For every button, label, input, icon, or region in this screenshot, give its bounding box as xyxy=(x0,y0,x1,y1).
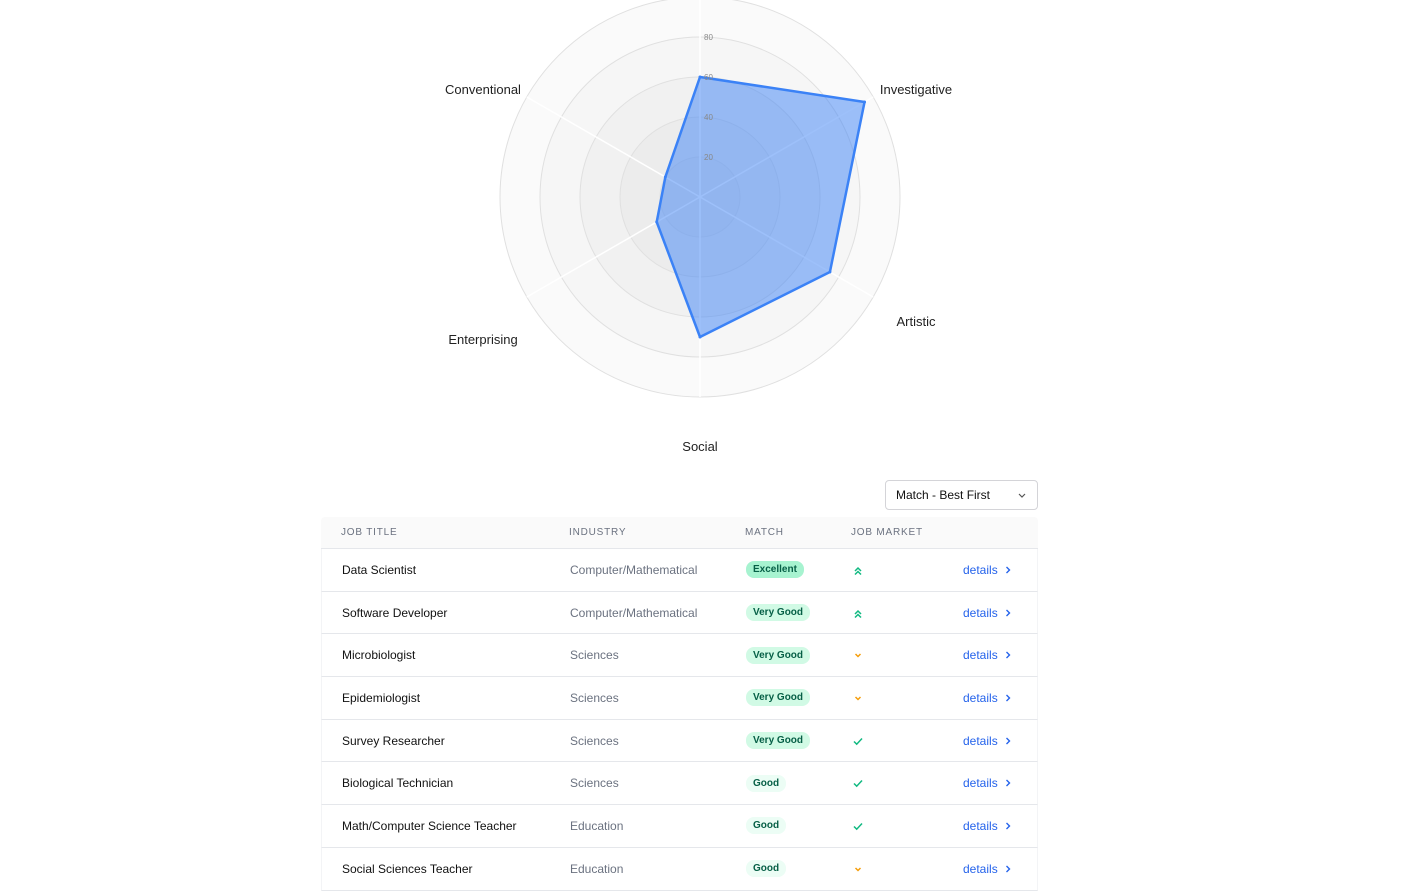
job-market-indicator xyxy=(852,692,864,704)
match-badge: Excellent xyxy=(746,561,804,579)
details-label: details xyxy=(963,818,998,833)
chevron-right-icon xyxy=(1005,694,1011,702)
job-market-indicator xyxy=(852,777,864,789)
tick-label: 20 xyxy=(704,153,713,162)
details-link[interactable]: details xyxy=(963,648,1012,662)
details-label: details xyxy=(963,562,998,577)
industry: Sciences xyxy=(570,690,619,705)
details-link[interactable]: details xyxy=(963,606,1012,620)
job-title: Social Sciences Teacher xyxy=(342,861,473,876)
header-job-market: JOB MARKET xyxy=(851,527,923,538)
industry: Education xyxy=(570,818,624,833)
sort-select[interactable]: Match - Best First xyxy=(885,480,1038,510)
data-point xyxy=(655,220,659,224)
chevron-right-icon xyxy=(1005,566,1011,574)
radar-chart: 20 40 60 80 Investigative Artistic Social Enter… xyxy=(445,0,952,454)
match-badge: Very Good xyxy=(746,646,811,664)
table-header: JOB TITLE INDUSTRY MATCH JOB MARKET xyxy=(321,517,1038,549)
details-link[interactable]: details xyxy=(963,563,1012,577)
industry: Sciences xyxy=(570,733,619,748)
table-row: Epidemiologist Sciences Very Good detail… xyxy=(321,677,1038,720)
chevron-right-icon xyxy=(1005,651,1011,659)
job-market-indicator xyxy=(852,564,864,576)
industry: Computer/Mathematical xyxy=(570,605,698,620)
table-row: Software Developer Computer/Mathematical… xyxy=(321,591,1038,635)
chevron-right-icon xyxy=(1005,737,1011,745)
header-job-title: JOB TITLE xyxy=(341,527,398,538)
axis-label: Conventional xyxy=(445,82,521,97)
header-match: MATCH xyxy=(745,527,784,538)
industry: Sciences xyxy=(570,776,619,791)
match-badge: Good xyxy=(746,774,787,792)
industry: Education xyxy=(570,861,624,876)
sort-label: Match - Best First xyxy=(896,488,991,502)
details-link[interactable]: details xyxy=(963,862,1012,876)
axis-label: Enterprising xyxy=(448,332,517,347)
details-link[interactable]: details xyxy=(963,691,1012,705)
chevron-down-icon xyxy=(854,696,862,701)
jobs-table: JOB TITLE INDUSTRY MATCH JOB MARKET Data… xyxy=(321,517,1038,891)
axis-label: Artistic xyxy=(897,314,937,329)
chevron-down-icon xyxy=(854,867,862,872)
industry: Computer/Mathematical xyxy=(570,562,698,577)
chevron-right-icon xyxy=(1005,779,1011,787)
chevron-right-icon xyxy=(1005,822,1011,830)
tick-label: 60 xyxy=(704,73,713,82)
chevron-right-icon xyxy=(1005,609,1011,617)
data-point xyxy=(863,100,867,104)
details-label: details xyxy=(963,776,998,791)
axis-label: Social xyxy=(682,439,718,454)
job-title: Survey Researcher xyxy=(342,733,445,748)
details-label: details xyxy=(963,690,998,705)
chevron-down-icon xyxy=(1018,493,1026,498)
details-label: details xyxy=(963,648,998,663)
job-market-indicator xyxy=(852,735,864,747)
table-row: Biological Technician Sciences Good deta… xyxy=(321,762,1038,806)
details-label: details xyxy=(963,605,998,620)
details-label: details xyxy=(963,733,998,748)
job-title: Math/Computer Science Teacher xyxy=(342,818,517,833)
job-title: Biological Technician xyxy=(342,776,454,791)
match-badge: Very Good xyxy=(746,604,811,622)
match-badge: Good xyxy=(746,860,787,878)
table-row: Survey Researcher Sciences Very Good det… xyxy=(321,719,1038,763)
chevron-right-icon xyxy=(1005,865,1011,873)
job-title: Epidemiologist xyxy=(342,690,421,705)
data-point xyxy=(698,75,702,79)
match-badge: Very Good xyxy=(746,732,811,750)
table-row: Microbiologist Sciences Very Good detail… xyxy=(321,634,1038,678)
table-row: Social Sciences Teacher Education Good d… xyxy=(321,847,1038,891)
chevron-down-icon xyxy=(854,653,862,658)
job-market-indicator xyxy=(852,607,864,619)
check-icon xyxy=(853,780,863,788)
table-row: Data Scientist Computer/Mathematical Exc… xyxy=(321,549,1038,592)
match-badge: Good xyxy=(746,817,787,835)
job-title: Microbiologist xyxy=(342,648,416,663)
job-market-indicator xyxy=(852,649,864,661)
check-icon xyxy=(853,737,863,745)
double-chevron-up-icon xyxy=(854,566,862,575)
job-market-indicator xyxy=(852,820,864,832)
check-icon xyxy=(853,822,863,831)
details-link[interactable]: details xyxy=(963,819,1012,833)
details-label: details xyxy=(963,861,998,876)
job-market-indicator xyxy=(852,863,864,875)
details-link[interactable]: details xyxy=(963,734,1012,748)
data-point xyxy=(698,335,702,339)
table-row: Math/Computer Science Teacher Education … xyxy=(321,805,1038,848)
header-industry: INDUSTRY xyxy=(569,527,627,538)
data-point xyxy=(663,175,667,179)
industry: Sciences xyxy=(570,648,619,663)
job-title: Data Scientist xyxy=(342,562,417,577)
double-chevron-up-icon xyxy=(854,609,862,618)
tick-label: 80 xyxy=(704,33,713,42)
tick-label: 40 xyxy=(704,113,713,122)
data-point xyxy=(828,270,832,274)
axis-label: Investigative xyxy=(880,82,952,97)
match-badge: Very Good xyxy=(746,689,811,707)
details-link[interactable]: details xyxy=(963,776,1012,790)
job-title: Software Developer xyxy=(342,605,448,620)
